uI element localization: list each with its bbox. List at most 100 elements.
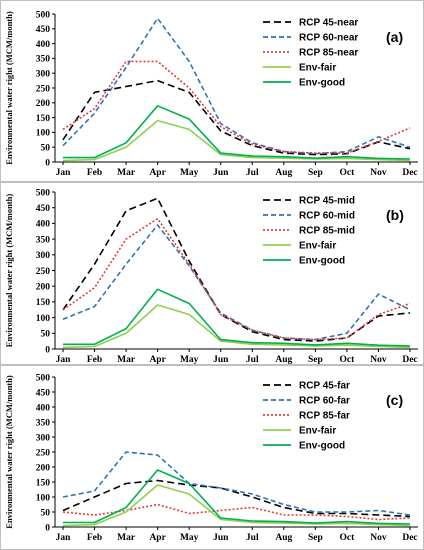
- y-tick-label: 350: [36, 235, 51, 245]
- x-tick-label: Mar: [117, 355, 136, 365]
- y-tick-label: 50: [41, 144, 51, 154]
- y-tick-label: 200: [36, 463, 51, 473]
- legend-label: Env-good: [299, 78, 345, 89]
- series-line-rcp-85-near: [62, 60, 411, 154]
- panel-label: (b): [386, 207, 404, 223]
- series-line-env-good: [63, 469, 411, 525]
- y-tick-label: 100: [36, 493, 51, 503]
- legend-label: Env-fair: [299, 426, 336, 437]
- y-tick-label: 0: [45, 345, 50, 355]
- y-tick-label: 300: [36, 251, 51, 261]
- x-tick-label: Sep: [308, 168, 323, 178]
- y-axis-label: Environmental water right (MCM/month): [4, 194, 14, 348]
- chart-panel-3: 0 50 100 150 200 250 300 350 400 450 500 Jan Feb Mar A…: [0, 365, 424, 550]
- x-tick-label: May: [180, 168, 199, 178]
- series-line-rcp-45-far: [62, 479, 411, 518]
- y-tick-label: 100: [36, 314, 51, 324]
- y-tick-label: 100: [36, 129, 51, 139]
- x-tick-label: Oct: [340, 355, 356, 365]
- x-tick-label: Feb: [87, 533, 102, 543]
- x-tick-label: Jul: [246, 533, 259, 543]
- series-line-env-fair: [62, 304, 411, 349]
- series-line-rcp-60-near: [62, 17, 411, 155]
- legend-label: RCP 45-near: [299, 18, 358, 29]
- y-tick-label: 0: [45, 158, 50, 168]
- y-tick-label: 300: [36, 70, 51, 80]
- y-axis-label: Environmental water right (MCM/month): [4, 375, 14, 529]
- y-tick-label: 450: [36, 204, 51, 214]
- y-tick-label: 500: [36, 10, 51, 20]
- y-tick-label: 50: [41, 508, 51, 518]
- y-tick-label: 500: [36, 373, 51, 383]
- y-tick-label: 350: [36, 418, 51, 428]
- series-line-rcp-45-mid: [62, 197, 411, 342]
- y-tick-label: 0: [45, 523, 50, 533]
- y-tick-label: 300: [36, 433, 51, 443]
- x-tick-label: Jan: [56, 533, 72, 543]
- y-tick-label: 250: [36, 267, 51, 277]
- y-tick-label: 500: [36, 188, 51, 198]
- x-tick-label: Feb: [87, 168, 102, 178]
- y-tick-label: 50: [41, 330, 51, 340]
- legend-label: RCP 60-far: [299, 396, 350, 407]
- y-tick-label: 150: [36, 478, 51, 488]
- x-tick-label: Dec: [402, 355, 417, 365]
- series-line-rcp-45-near: [62, 79, 411, 156]
- panel-frame: [0, 182, 424, 365]
- y-tick-label: 150: [36, 114, 51, 124]
- series-line-rcp-60-mid: [62, 224, 411, 341]
- x-tick-label: Sep: [308, 355, 323, 365]
- legend-label: Env-fair: [299, 241, 336, 252]
- y-tick-label: 400: [36, 403, 51, 413]
- x-tick-label: Nov: [370, 355, 387, 365]
- x-tick-label: Sep: [308, 533, 323, 543]
- y-tick-label: 150: [36, 298, 51, 308]
- x-tick-label: Jun: [213, 168, 229, 178]
- panel-label: (a): [386, 29, 403, 45]
- x-tick-label: Oct: [340, 168, 356, 178]
- x-tick-label: Feb: [87, 355, 102, 365]
- chart-panel-1: 0 50 100 150 200 250 300 350 400 450 500 Jan Feb Mar A…: [0, 0, 424, 182]
- legend-label: Env-good: [299, 441, 345, 452]
- y-tick-label: 250: [36, 448, 51, 458]
- legend-label: RCP 60-mid: [299, 211, 355, 222]
- legend-label: RCP 85-near: [299, 48, 358, 59]
- x-tick-label: May: [180, 355, 199, 365]
- legend-label: Env-fair: [299, 63, 336, 74]
- x-tick-label: Jun: [213, 355, 229, 365]
- x-tick-label: Apr: [149, 533, 166, 543]
- legend-label: Env-good: [299, 256, 345, 267]
- y-axis-label: Environmental water right (MCM/month): [4, 11, 14, 165]
- x-tick-label: Dec: [402, 533, 417, 543]
- panel-frame: [0, 0, 424, 182]
- x-tick-label: May: [180, 533, 199, 543]
- x-tick-label: Mar: [117, 168, 136, 178]
- series-line-env-fair: [62, 484, 411, 527]
- legend-label: RCP 85-far: [299, 411, 350, 422]
- series-line-env-fair: [62, 119, 411, 162]
- x-tick-label: Dec: [402, 168, 417, 178]
- legend-label: RCP 45-far: [299, 381, 350, 392]
- y-tick-label: 400: [36, 40, 51, 50]
- x-tick-label: Jun: [213, 533, 229, 543]
- x-tick-label: Apr: [149, 168, 166, 178]
- x-tick-label: Jul: [246, 168, 259, 178]
- x-tick-label: Jan: [56, 355, 72, 365]
- y-tick-label: 450: [36, 388, 51, 398]
- y-tick-label: 350: [36, 55, 51, 65]
- y-tick-label: 200: [36, 283, 51, 293]
- x-tick-label: Mar: [117, 533, 136, 543]
- legend-label: RCP 45-mid: [299, 196, 355, 207]
- chart-panel-2: 0 50 100 150 200 250 300 350 400 450 500 Jan Feb Mar A…: [0, 182, 424, 365]
- series-line-rcp-85-far: [62, 503, 411, 521]
- series-line-env-good: [63, 105, 411, 160]
- x-tick-label: Nov: [370, 533, 387, 543]
- x-tick-label: Aug: [275, 168, 292, 178]
- x-tick-label: Aug: [275, 533, 292, 543]
- y-tick-label: 200: [36, 99, 51, 109]
- x-tick-label: Nov: [370, 168, 387, 178]
- series-line-env-good: [63, 288, 411, 347]
- x-tick-label: Apr: [149, 355, 166, 365]
